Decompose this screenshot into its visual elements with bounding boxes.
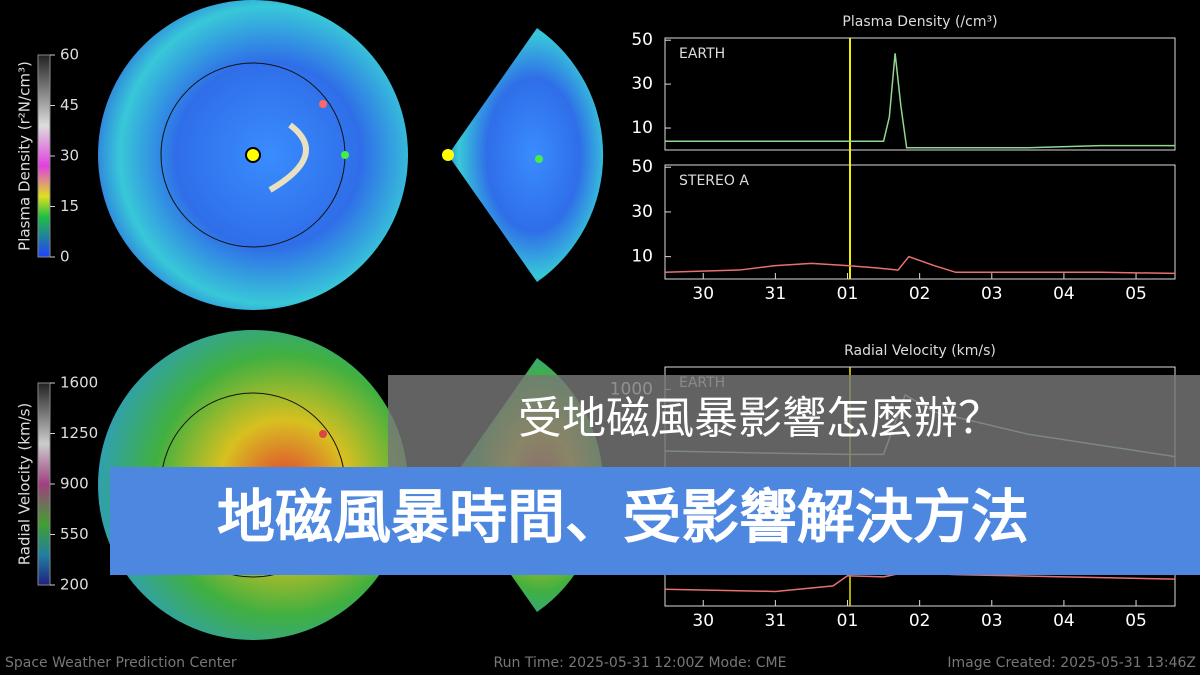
line-chart: 10 30 50 30 31 01 02 03 04 05 STEREO A: [631, 157, 1176, 304]
x-tick-label: 01: [837, 611, 859, 631]
x-tick-label: 04: [1053, 284, 1075, 304]
colorbar-tick-label: 200: [60, 576, 89, 594]
y-tick-label: 10: [631, 118, 653, 138]
x-tick-label: 02: [909, 284, 931, 304]
line-chart: Plasma Density (/cm³) 10 30 50 EARTH: [631, 14, 1176, 151]
y-tick-label: 10: [631, 247, 653, 267]
chart-title: Radial Velocity (km/s): [844, 343, 996, 359]
density-map: [98, 0, 604, 310]
series-label: STEREO A: [679, 173, 749, 189]
y-tick-label: 50: [631, 157, 653, 177]
colorbar-tick-label: 1250: [60, 424, 98, 442]
x-tick-label: 05: [1125, 284, 1147, 304]
banner-main: [110, 467, 1200, 575]
series-line: [665, 53, 1175, 149]
colorbar-tick-label: 0: [60, 248, 70, 266]
footer-right: Image Created: 2025-05-31 13:46Z: [947, 655, 1196, 671]
series-line: [664, 571, 1176, 593]
colorbar-label: Plasma Density (r²N/cm³): [16, 61, 34, 251]
x-tick-label: 30: [692, 611, 714, 631]
x-tick-label: 30: [692, 284, 714, 304]
series-line: [664, 255, 1176, 275]
x-tick-label: 03: [981, 284, 1003, 304]
colorbar: [37, 54, 51, 258]
colorbar-tick-label: 900: [60, 475, 89, 493]
x-tick-label: 31: [765, 284, 787, 304]
x-tick-label: 03: [981, 611, 1003, 631]
colorbar-tick-label: 1600: [60, 374, 98, 392]
y-tick-label: 50: [631, 30, 653, 50]
colorbar-tick-label: 30: [60, 147, 79, 165]
x-tick-label: 01: [837, 284, 859, 304]
y-tick-label: 30: [631, 74, 653, 94]
series-label: EARTH: [679, 46, 725, 62]
colorbar-label: Radial Velocity (km/s): [16, 403, 34, 566]
x-tick-label: 04: [1053, 611, 1075, 631]
colorbar-tick-label: 15: [60, 197, 79, 215]
x-tick-label: 02: [909, 611, 931, 631]
footer-left: Space Weather Prediction Center: [5, 655, 237, 671]
chart-title: Plasma Density (/cm³): [842, 14, 997, 30]
banner-title: 地磁風暴時間、受影響解決方法: [217, 483, 1029, 551]
footer-center: Run Time: 2025-05-31 12:00Z Mode: CME: [494, 655, 787, 671]
colorbar: [37, 382, 51, 586]
charts: 60 45 30 15 0 Plasma Density (r²N/cm³) 1600 125…: [16, 14, 1176, 631]
x-tick-label: 31: [765, 611, 787, 631]
y-tick-label: 30: [631, 202, 653, 222]
x-tick-label: 05: [1125, 611, 1147, 631]
plot-frame: [664, 37, 1176, 151]
colorbar-tick-label: 60: [60, 46, 79, 64]
colorbar-tick-label: 45: [60, 96, 79, 114]
banner-top: [388, 375, 1200, 467]
colorbar-tick-label: 550: [60, 525, 89, 543]
banner-subtitle: 受地磁風暴影響怎麼辦？: [518, 393, 1002, 444]
